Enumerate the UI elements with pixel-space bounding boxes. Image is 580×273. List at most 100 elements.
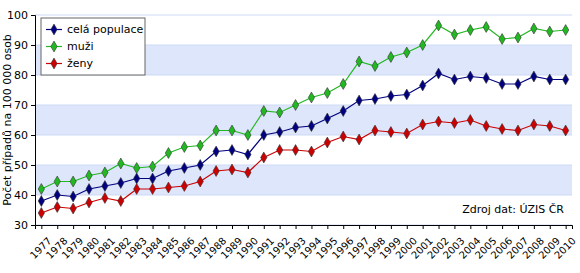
data-point: [165, 148, 171, 159]
data-point: [563, 125, 569, 136]
legend-item: ženy: [46, 57, 94, 70]
data-point: [197, 140, 203, 151]
source-note: Zdroj dat: ÚZIS ČR: [462, 203, 564, 216]
data-point: [515, 125, 521, 136]
grid-line: [35, 105, 572, 106]
data-point: [483, 121, 489, 132]
data-point: [451, 74, 457, 85]
data-point: [483, 22, 489, 33]
data-point: [404, 128, 410, 139]
grid: [35, 15, 572, 225]
series-line: [41, 74, 565, 202]
tick-label: 70: [14, 99, 28, 112]
grid-line: [35, 195, 572, 196]
y-axis-title: Počet případů na 100 000 osob: [1, 34, 14, 206]
tick: 70: [14, 99, 35, 112]
data-point: [547, 121, 553, 132]
tick-mark: [57, 225, 58, 229]
data-point: [229, 145, 235, 156]
tick-mark: [343, 225, 344, 229]
data-point: [388, 91, 394, 102]
tick-mark: [566, 225, 567, 229]
data-point: [54, 176, 60, 187]
tick-mark: [311, 225, 312, 229]
tick-mark: [518, 225, 519, 229]
data-point: [245, 167, 251, 178]
tick: 30: [14, 219, 35, 232]
data-point: [245, 149, 251, 160]
tick-mark: [296, 225, 297, 229]
data-point: [324, 113, 330, 124]
data-point: [324, 137, 330, 148]
data-point: [340, 79, 346, 90]
data-point: [70, 191, 76, 202]
tick-label: 100: [7, 9, 28, 22]
legend-item: muži: [46, 40, 94, 53]
data-point: [356, 134, 362, 145]
data-point: [372, 94, 378, 105]
data-point: [134, 184, 140, 195]
data-point: [388, 52, 394, 63]
data-point: [102, 167, 108, 178]
legend-marker: [51, 58, 57, 69]
tick-mark: [423, 225, 424, 229]
data-point: [181, 163, 187, 174]
data-point: [70, 176, 76, 187]
data-point: [308, 146, 314, 157]
tick-mark: [502, 225, 503, 229]
data-point: [54, 190, 60, 201]
data-point: [308, 92, 314, 103]
data-point: [86, 184, 92, 195]
tick: 60: [14, 129, 35, 142]
data-point: [149, 173, 155, 184]
data-point: [277, 127, 283, 138]
data-point: [229, 164, 235, 175]
legend-item: celá populace: [46, 23, 144, 36]
tick: 100: [7, 9, 35, 22]
data-point: [515, 79, 521, 90]
axis-line: [36, 226, 573, 230]
data-point: [420, 40, 426, 51]
tick-mark: [550, 225, 551, 229]
tick-mark: [407, 225, 408, 229]
tick-mark: [31, 195, 35, 196]
data-point: [261, 130, 267, 141]
data-point: [515, 32, 521, 43]
data-point: [261, 152, 267, 163]
tick-mark: [31, 135, 35, 136]
grid-line: [35, 135, 572, 136]
data-point: [451, 29, 457, 40]
data-point: [404, 89, 410, 100]
tick-mark: [184, 225, 185, 229]
axis-line: [31, 16, 36, 226]
grid-line: [35, 15, 572, 16]
tick-mark: [470, 225, 471, 229]
tick-mark: [534, 225, 535, 229]
data-point: [149, 161, 155, 172]
data-point: [277, 145, 283, 156]
legend-box: [41, 18, 145, 75]
tick: 90: [14, 39, 35, 52]
tick-label: 2010: [552, 235, 578, 261]
data-point: [420, 80, 426, 91]
data-point: [467, 71, 473, 82]
tick-mark: [31, 105, 35, 106]
tick: 2010: [552, 225, 578, 261]
legend-label: ženy: [67, 57, 94, 70]
data-point: [245, 130, 251, 141]
legend: celá populace muži ženy: [41, 18, 145, 75]
tick-mark: [89, 225, 90, 229]
tick-mark: [73, 225, 74, 229]
tick-label: 90: [14, 39, 28, 52]
data-point: [340, 106, 346, 117]
data-point: [340, 131, 346, 142]
data-point: [181, 142, 187, 153]
data-point: [499, 34, 505, 45]
tick-mark: [439, 225, 440, 229]
tick-mark: [153, 225, 154, 229]
tick-mark: [232, 225, 233, 229]
grid-line: [35, 165, 572, 166]
data-point: [563, 25, 569, 36]
tick-mark: [359, 225, 360, 229]
data-point: [118, 158, 124, 169]
